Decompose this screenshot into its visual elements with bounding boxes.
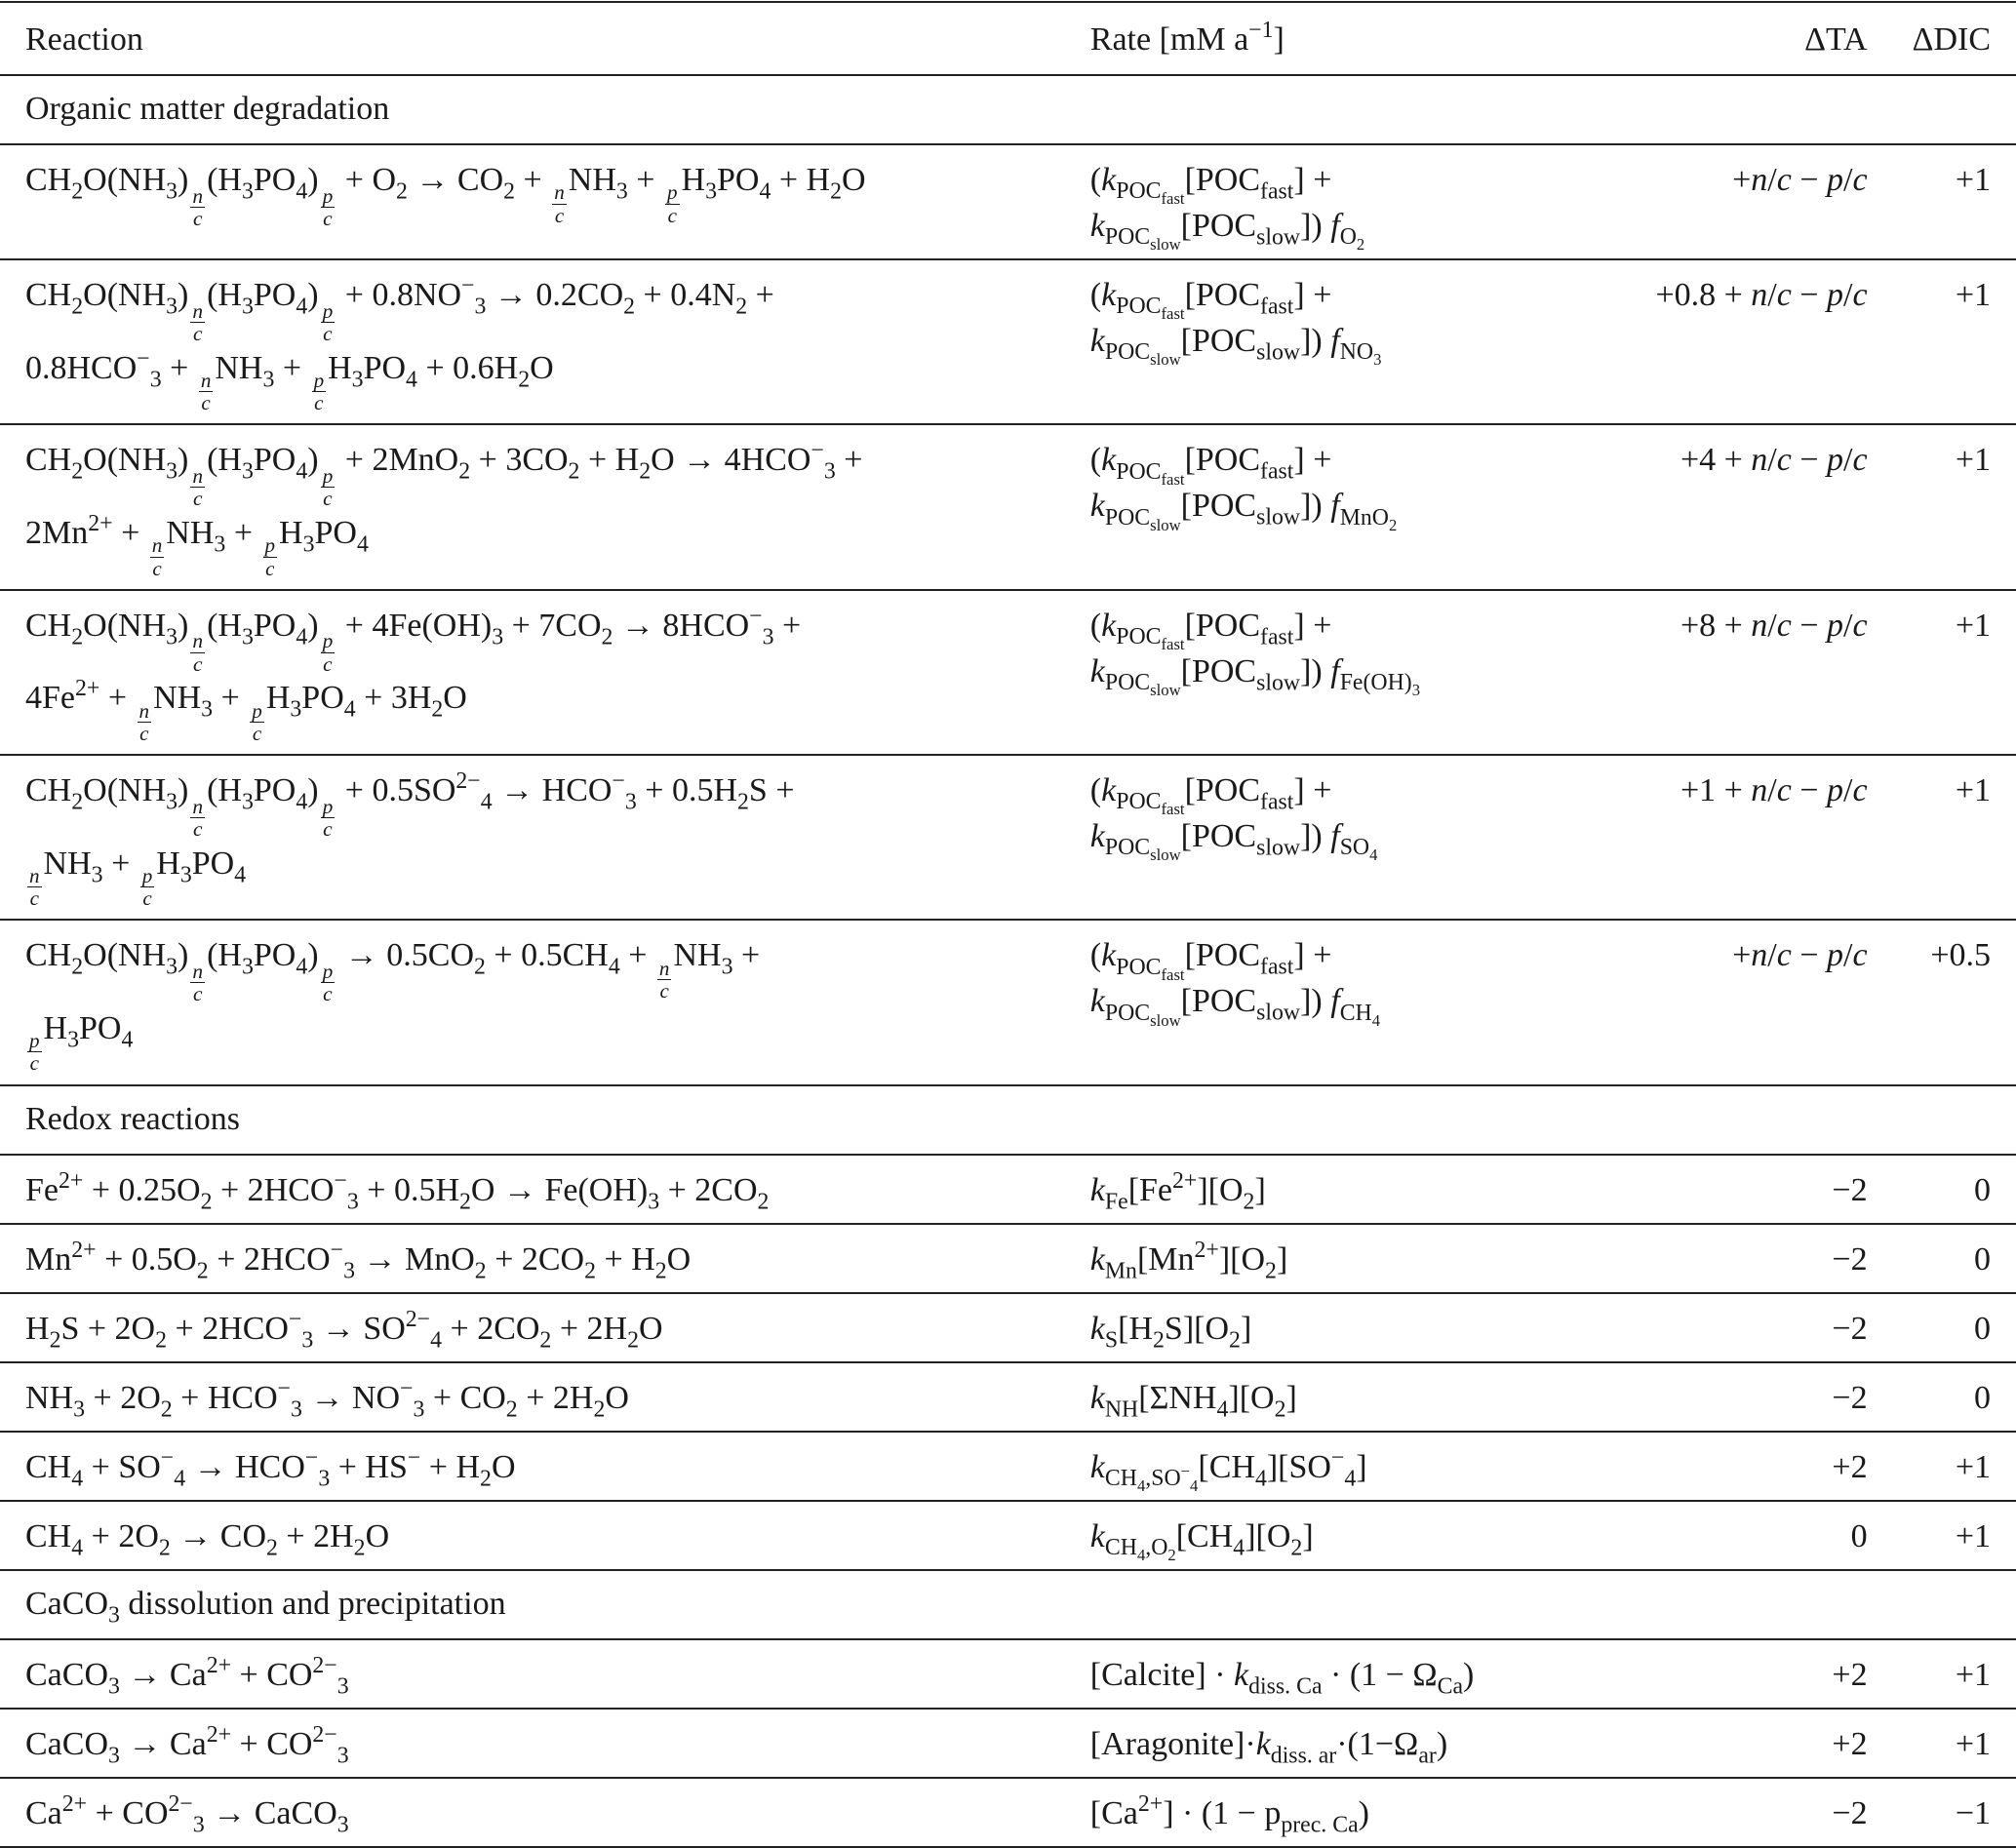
reaction-rate: [Calcite] · kdiss. Ca · (1 − ΩCa) (1089, 1656, 1475, 1699)
table-row: CH2O(NH3) n c (H3PO4) p c + O2 → CO2 + n c NH3 … (0, 144, 2016, 259)
delta-ta: +n/c − p/c (1732, 937, 1868, 974)
reaction-equation: NH3 + 2O2 + HCO−3 → NO−3 + CO2 + 2H2O (25, 1375, 629, 1422)
reaction-equation: Mn2+ + 0.5O2 + 2HCO−3 → MnO2 + 2CO2 + H2… (25, 1237, 692, 1283)
table-row: CH2O(NH3) n c (H3PO4) p c + 4Fe(OH)3 + 7CO2 →… (0, 590, 2016, 755)
table-row: CH2O(NH3) n c (H3PO4) p c + 0.8NO−3 → 0.2CO2 … (0, 259, 2016, 425)
delta-ta: +0.8 + n/c − p/c (1655, 277, 1868, 313)
reaction-rate: [Ca2+] · (1 − pprec. Ca) (1089, 1790, 1369, 1837)
header-reaction: Reaction (25, 21, 143, 58)
reaction-rate: (kPOCfast[POCfast] + kPOCslow[POCslow]) f… (1089, 771, 1378, 865)
table-row: Mn2+ + 0.5O2 + 2HCO−3 → MnO2 + 2CO2 + H2… (0, 1224, 2016, 1293)
reaction-rate: [Aragonite]·kdiss. ar·(1−Ωar) (1089, 1725, 1448, 1768)
delta-ta: −2 (1832, 1794, 1868, 1831)
table-row: CH2O(NH3) n c (H3PO4) p c + 2MnO2 + 3CO2 + H2… (0, 424, 2016, 590)
table-row: CH2O(NH3) n c (H3PO4) p c → 0.5CO2 + 0.5CH4 +… (0, 920, 2016, 1085)
delta-ta: +2 (1832, 1656, 1868, 1693)
reaction-rate: kCH4,SO−4[CH4][SO−4] (1089, 1444, 1367, 1495)
table-body: Organic matter degradation CH2O(NH3) n c (H3… (0, 75, 2016, 1847)
delta-ta: +n/c − p/c (1732, 162, 1868, 198)
header-delta-dic: ΔDIC (1912, 21, 1991, 58)
delta-dic: 0 (1974, 1310, 1991, 1347)
delta-dic: +1 (1955, 1448, 1991, 1485)
reaction-equation: CH4 + 2O2 → CO2 + 2H2O (25, 1517, 390, 1560)
section-header-row: Organic matter degradation (0, 75, 2016, 144)
delta-ta: −2 (1832, 1171, 1868, 1208)
reaction-equation: CH2O(NH3) n c (H3PO4) p c + O2 → CO2 + n c NH3 … (25, 162, 866, 231)
table-row: H2S + 2O2 + 2HCO−3 → SO2−4 + 2CO2 + 2H2O… (0, 1293, 2016, 1362)
section-header-row: Redox reactions (0, 1085, 2016, 1155)
delta-ta: +8 + n/c − p/c (1680, 607, 1868, 644)
reaction-equation: CH2O(NH3) n c (H3PO4) p c + 2MnO2 + 3CO2 + H2… (25, 438, 863, 580)
section-title: Redox reactions (25, 1100, 240, 1137)
header-row: Reaction Rate [mM a−1] ΔTA ΔDIC (0, 2, 2016, 75)
table-row: CH4 + 2O2 → CO2 + 2H2O kCH4,O2[CH4][O2] 0 +… (0, 1501, 2016, 1570)
table-row: CaCO3 → Ca2+ + CO2−3 [Calcite] · kdiss. C… (0, 1639, 2016, 1709)
table-row: CH2O(NH3) n c (H3PO4) p c + 0.5SO2−4 → HCO−3 … (0, 755, 2016, 921)
header-rate: Rate [mM a−1] (1089, 17, 1285, 58)
reaction-rate: (kPOCfast[POCfast] + kPOCslow[POCslow]) f… (1089, 162, 1365, 255)
table-row: Fe2+ + 0.25O2 + 2HCO−3 + 0.5H2O → Fe(OH)… (0, 1155, 2016, 1224)
delta-dic: 0 (1974, 1240, 1991, 1278)
delta-dic: +1 (1955, 1517, 1991, 1554)
delta-ta: −2 (1832, 1240, 1868, 1278)
reaction-equation: CaCO3 → Ca2+ + CO2−3 (25, 1721, 349, 1768)
reaction-rate: kCH4,O2[CH4][O2] (1089, 1517, 1314, 1564)
reaction-equation: CH2O(NH3) n c (H3PO4) p c → 0.5CO2 + 0.5CH4 +… (25, 937, 761, 1076)
delta-ta: 0 (1850, 1517, 1868, 1554)
delta-ta: +2 (1832, 1725, 1868, 1762)
delta-ta: +1 + n/c − p/c (1680, 771, 1868, 808)
section-title: CaCO3 dissolution and precipitation (25, 1585, 506, 1628)
reaction-equation: CH2O(NH3) n c (H3PO4) p c + 4Fe(OH)3 + 7CO2 →… (25, 603, 802, 745)
reaction-equation: Ca2+ + CO2−3 → CaCO3 (25, 1790, 349, 1837)
reaction-rate: (kPOCfast[POCfast] + kPOCslow[POCslow]) f… (1089, 277, 1382, 370)
reaction-equation: Fe2+ + 0.25O2 + 2HCO−3 + 0.5H2O → Fe(OH)… (25, 1167, 770, 1214)
delta-ta: −2 (1832, 1379, 1868, 1416)
table-row: NH3 + 2O2 + HCO−3 → NO−3 + CO2 + 2H2O kNH… (0, 1362, 2016, 1432)
reaction-equation: CH4 + SO−4 → HCO−3 + HS− + H2O (25, 1444, 516, 1491)
delta-dic: +1 (1955, 1725, 1991, 1762)
delta-dic: +0.5 (1930, 937, 1991, 974)
reaction-equation: CH2O(NH3) n c (H3PO4) p c + 0.5SO2−4 → HCO−3 … (25, 767, 795, 911)
delta-dic: +1 (1955, 277, 1991, 313)
reaction-rate: kFe[Fe2+][O2] (1089, 1167, 1266, 1214)
reaction-rate: (kPOCfast[POCfast] + kPOCslow[POCslow]) f… (1089, 442, 1398, 534)
table-row: Ca2+ + CO2−3 → CaCO3 [Ca2+] · (1 − pprec.… (0, 1778, 2016, 1847)
delta-ta: −2 (1832, 1310, 1868, 1347)
table-row: CaCO3 → Ca2+ + CO2−3 [Aragonite]·kdiss. a… (0, 1709, 2016, 1778)
delta-ta: +2 (1832, 1448, 1868, 1485)
reaction-equation: CH2O(NH3) n c (H3PO4) p c + 0.8NO−3 → 0.2CO2 … (25, 272, 774, 415)
reaction-rate: (kPOCfast[POCfast] + kPOCslow[POCslow]) f… (1089, 607, 1421, 699)
delta-dic: +1 (1955, 162, 1991, 198)
reaction-rate: kS[H2S][O2] (1089, 1310, 1252, 1353)
delta-dic: +1 (1955, 771, 1991, 808)
delta-dic: 0 (1974, 1171, 1991, 1208)
delta-dic: +1 (1955, 607, 1991, 644)
delta-dic: −1 (1955, 1794, 1991, 1831)
delta-dic: 0 (1974, 1379, 1991, 1416)
delta-dic: +1 (1955, 1656, 1991, 1693)
section-title: Organic matter degradation (25, 91, 390, 127)
reaction-rate: (kPOCfast[POCfast] + kPOCslow[POCslow]) f… (1089, 937, 1381, 1030)
reaction-equation: CaCO3 → Ca2+ + CO2−3 (25, 1652, 349, 1699)
header-delta-ta: ΔTA (1804, 21, 1868, 58)
reaction-equation: H2S + 2O2 + 2HCO−3 → SO2−4 + 2CO2 + 2H2O (25, 1306, 663, 1353)
section-header-row: CaCO3 dissolution and precipitation (0, 1570, 2016, 1639)
reaction-rate: kNH[ΣNH4][O2] (1089, 1379, 1297, 1422)
delta-ta: +4 + n/c − p/c (1680, 442, 1868, 479)
delta-dic: +1 (1955, 442, 1991, 479)
table-row: CH4 + SO−4 → HCO−3 + HS− + H2O kCH4,SO−4[… (0, 1432, 2016, 1501)
reaction-rate: kMn[Mn2+][O2] (1089, 1237, 1288, 1283)
